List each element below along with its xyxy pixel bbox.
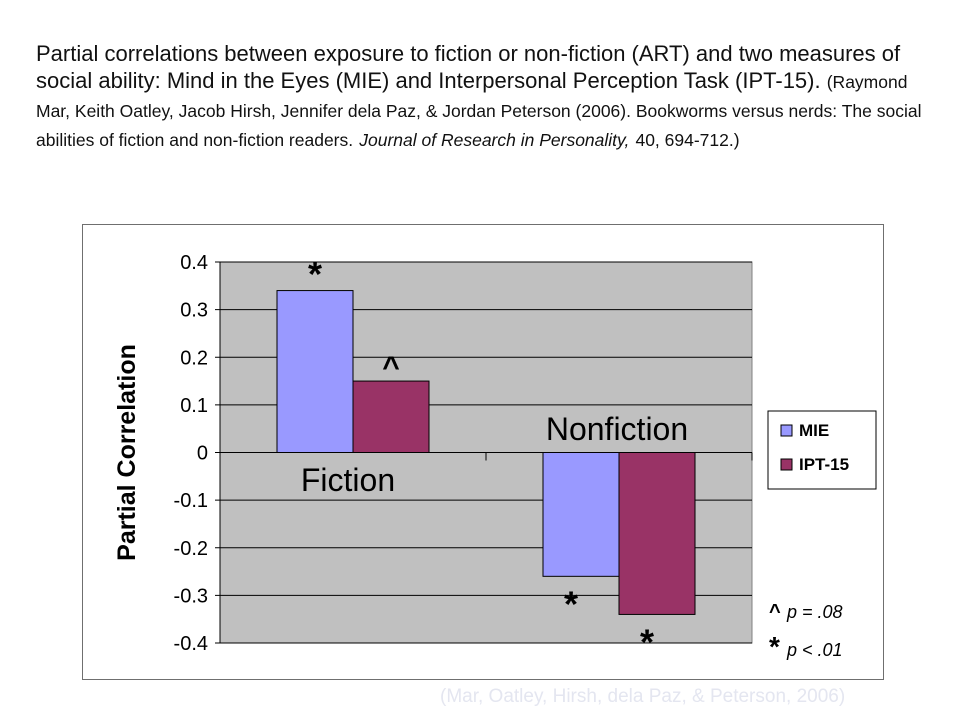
y-tick-label: 0.3 xyxy=(180,300,208,322)
citation-watermark: (Mar, Oatley, Hirsh, dela Paz, & Peterso… xyxy=(440,686,846,707)
category-label-nonfiction: Nonfiction xyxy=(546,411,688,447)
note-text: p < .01 xyxy=(786,640,843,660)
significance-marker: ^ xyxy=(382,351,400,384)
y-axis-title: Partial Correlation xyxy=(113,344,141,561)
y-tick-label: -0.1 xyxy=(174,490,208,512)
y-tick-label: 0 xyxy=(197,443,208,465)
bar-mie-nonfiction xyxy=(542,452,620,577)
bar-ipt-15-fiction xyxy=(352,380,430,453)
y-tick-label: -0.4 xyxy=(174,633,208,655)
note-symbol: * xyxy=(769,631,780,662)
caption-reference-journal: Journal of Research in Personality, xyxy=(359,130,630,150)
legend-label-ipt-15: IPT-15 xyxy=(799,455,849,474)
chart-frame: 0.4 0.3 0.2 0.1 0 -0.1 -0.2 -0.3 -0.4 Partial Cor… xyxy=(82,224,884,680)
legend-swatch-mie xyxy=(780,424,793,437)
bar-ipt-15-nonfiction xyxy=(618,452,696,615)
significance-marker: * xyxy=(640,621,654,662)
bar-chart: 0.4 0.3 0.2 0.1 0 -0.1 -0.2 -0.3 -0.4 Partial Cor… xyxy=(113,252,877,662)
bar-mie-fiction xyxy=(276,290,354,453)
note-text: p = .08 xyxy=(786,602,843,622)
caption-reference-authors: (Raymond Mar, Keith Oatley, Jacob Hirsh,… xyxy=(36,72,922,150)
significance-marker: * xyxy=(564,583,578,624)
slide-caption: Partial correlations between exposure to… xyxy=(36,40,926,154)
category-label-fiction: Fiction xyxy=(301,462,395,498)
y-tick-label: -0.2 xyxy=(174,538,208,560)
caption-main: Partial correlations between exposure to… xyxy=(36,41,901,93)
y-tick-label: 0.2 xyxy=(180,347,208,369)
legend-label-mie: MIE xyxy=(799,421,829,440)
y-tick-label: 0.1 xyxy=(180,395,208,417)
caption-reference-tail: 40, 694-712.) xyxy=(635,130,740,150)
note-symbol: ^ xyxy=(769,601,781,623)
y-tick-label: 0.4 xyxy=(180,252,208,274)
y-tick-label: -0.3 xyxy=(174,585,208,607)
legend-swatch-ipt-15 xyxy=(780,458,793,471)
significance-marker: * xyxy=(308,254,322,295)
legend-box xyxy=(767,410,877,490)
